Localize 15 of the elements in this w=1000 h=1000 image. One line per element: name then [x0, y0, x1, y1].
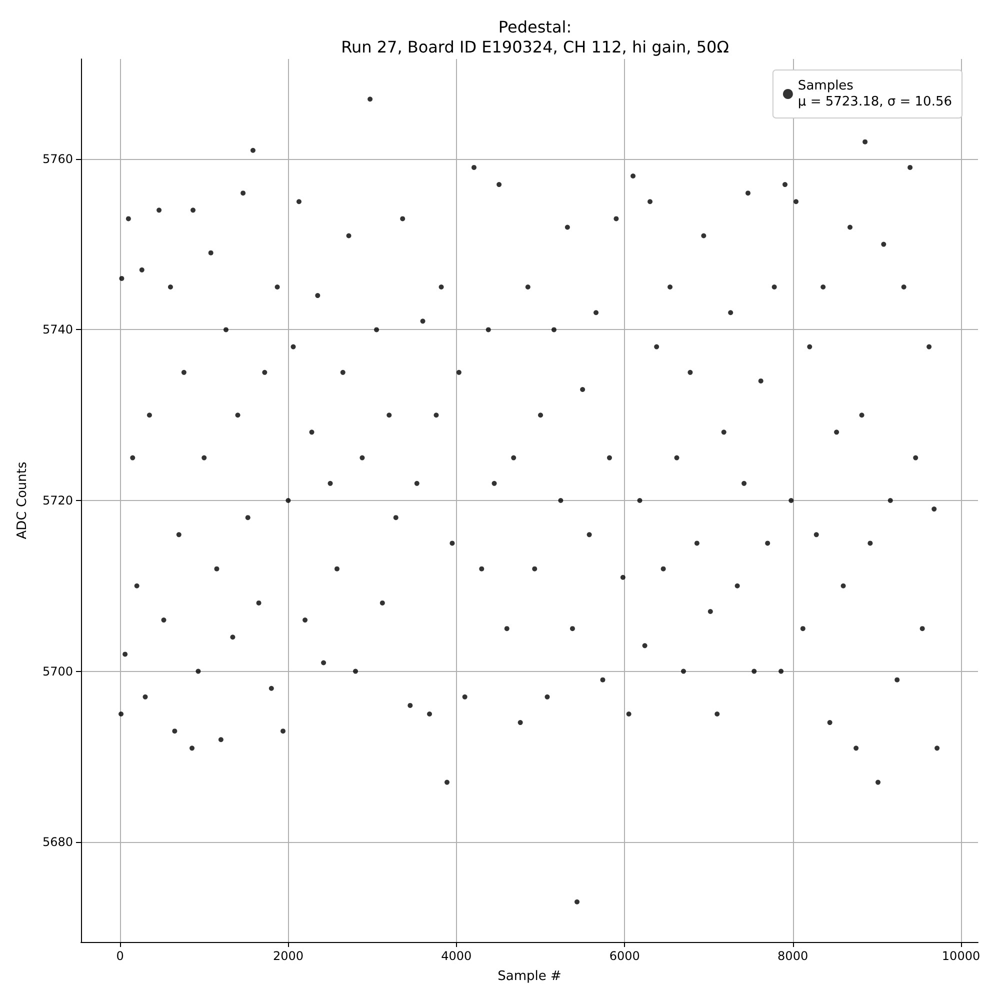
y-tick-label: 5740	[42, 322, 73, 337]
legend-label: Samples μ = 5723.18, σ = 10.56	[798, 78, 952, 110]
x-tick-label: 6000	[609, 949, 640, 963]
x-tick-label: 10000	[942, 949, 980, 963]
y-tick-label: 5760	[42, 152, 73, 166]
y-tick-label: 5720	[42, 494, 73, 508]
y-tick-label: 5700	[42, 664, 73, 678]
x-tick-label: 4000	[441, 949, 472, 963]
x-tick-label: 0	[116, 949, 124, 963]
x-tick-label: 8000	[778, 949, 808, 963]
x-axis-title: Sample #	[498, 969, 562, 984]
x-tick-label: 2000	[272, 949, 304, 963]
y-axis-title: ADC Counts	[15, 462, 30, 540]
chart-title: Pedestal: Run 27, Board ID E190324, CH 112, hi gain, 50Ω	[341, 18, 729, 56]
y-tick-label: 5680	[42, 835, 73, 850]
